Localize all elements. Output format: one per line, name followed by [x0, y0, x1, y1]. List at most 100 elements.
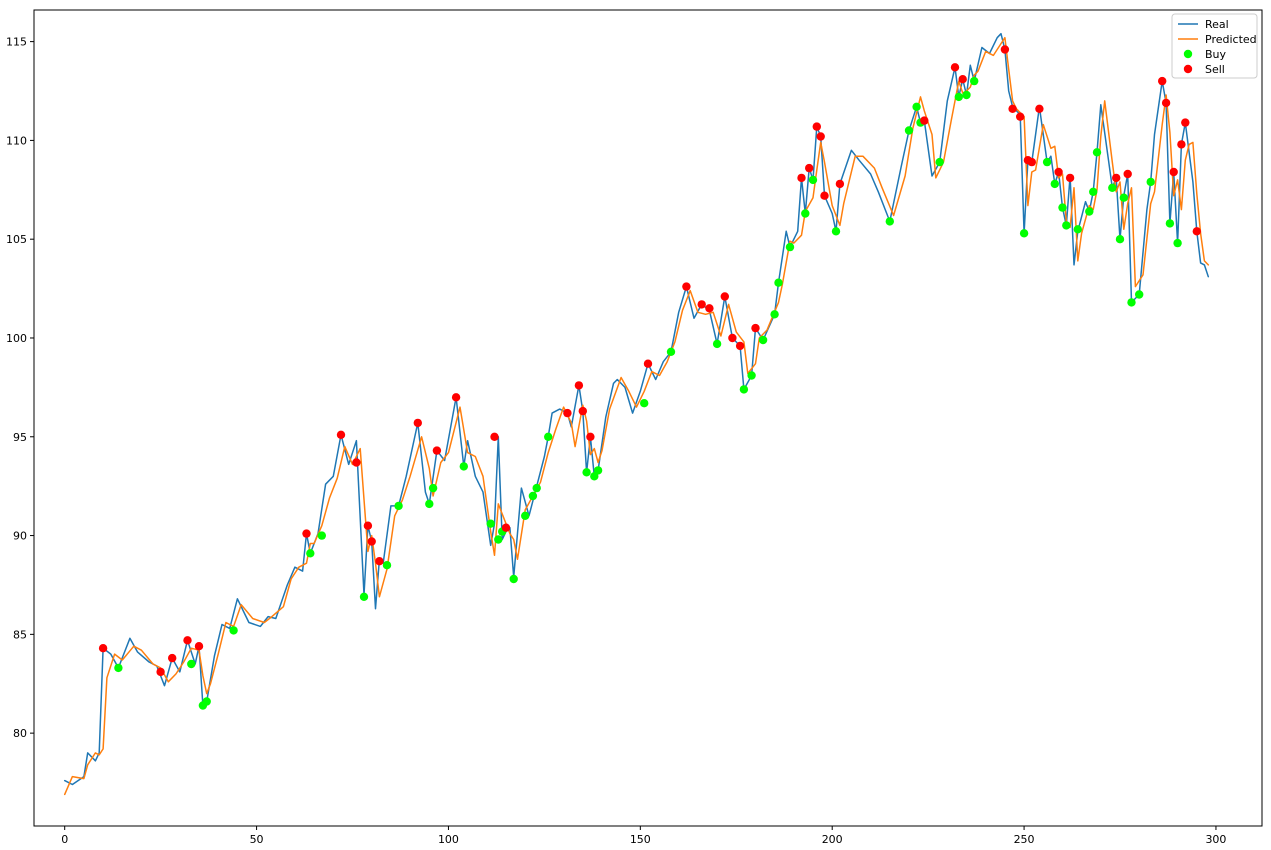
buy-marker	[187, 659, 196, 669]
sell-marker	[1000, 45, 1010, 54]
buy-marker	[885, 217, 894, 226]
legend-label-real: Real	[1205, 18, 1229, 31]
sell-marker	[705, 304, 714, 313]
sell-marker	[682, 282, 691, 291]
buy-marker	[954, 92, 963, 102]
x-tick-label: 300	[1205, 833, 1226, 846]
sell-marker	[1192, 227, 1202, 236]
buy-marker	[1089, 187, 1098, 196]
buy-marker	[1019, 229, 1029, 238]
x-tick-label: 200	[822, 833, 843, 846]
y-tick-label: 90	[13, 530, 27, 543]
sell-marker	[643, 359, 653, 368]
sell-marker	[805, 163, 814, 173]
sell-marker	[578, 406, 587, 416]
buy-marker	[1119, 193, 1129, 202]
sell-marker	[168, 653, 177, 663]
buy-marker	[509, 574, 518, 584]
sell-marker	[501, 523, 511, 532]
sell-marker	[413, 418, 422, 428]
buy-marker	[1092, 148, 1102, 157]
sell-marker	[728, 333, 737, 343]
buy-marker	[666, 347, 676, 356]
sell-marker	[751, 323, 760, 333]
sell-marker	[720, 292, 729, 301]
legend-label-buy: Buy	[1205, 48, 1227, 61]
buy-marker	[1146, 177, 1155, 187]
y-tick-label: 85	[13, 628, 27, 641]
x-axis: 0 50 100 150 200 250 300	[61, 826, 1226, 846]
sell-marker	[1161, 98, 1171, 108]
sell-marker	[432, 446, 442, 455]
y-tick-label: 110	[6, 134, 27, 147]
buy-marker	[582, 468, 591, 477]
buy-marker	[544, 432, 553, 441]
x-tick-label: 50	[250, 833, 264, 846]
buy-marker	[382, 561, 392, 570]
y-tick-label: 100	[6, 332, 27, 345]
sell-marker	[302, 529, 311, 538]
sell-marker	[735, 341, 745, 351]
buy-marker	[1062, 221, 1071, 230]
sell-marker	[812, 122, 821, 131]
sell-marker	[835, 179, 845, 189]
buy-marker	[1050, 179, 1060, 189]
y-axis: 80 85 90 95 100 105 110 115	[6, 36, 34, 740]
buy-marker	[528, 491, 538, 501]
buy-marker	[202, 697, 211, 706]
buy-marker	[1058, 203, 1067, 212]
sell-marker	[1123, 169, 1132, 179]
buy-marker	[970, 76, 979, 86]
sell-marker	[363, 521, 373, 530]
y-tick-label: 105	[6, 233, 27, 246]
buy-marker	[774, 278, 783, 287]
buy-marker	[394, 501, 403, 511]
buy-marker	[486, 519, 495, 528]
buy-marker	[306, 549, 315, 558]
buy-marker	[229, 626, 238, 635]
buy-marker	[317, 531, 326, 540]
buy-marker	[785, 242, 795, 252]
sell-marker	[1112, 173, 1121, 183]
buy-marker	[1115, 235, 1125, 244]
y-tick-label: 115	[6, 36, 27, 49]
sell-marker	[367, 537, 376, 546]
buy-marker	[1073, 225, 1083, 234]
buy-marker	[758, 335, 768, 345]
buy-marker	[808, 175, 818, 185]
buy-marker	[359, 592, 369, 601]
buy-marker	[521, 511, 530, 520]
sell-marker	[375, 557, 384, 566]
sell-marker	[920, 116, 929, 125]
buy-marker	[1127, 298, 1136, 307]
buy-marker	[494, 535, 503, 544]
buy-marker	[1108, 183, 1117, 192]
sell-marker	[816, 132, 825, 141]
sell-marker	[563, 408, 572, 418]
sell-marker	[950, 63, 960, 72]
legend-label-predicted: Predicted	[1205, 33, 1257, 46]
x-tick-label: 100	[438, 833, 459, 846]
sell-marker	[1016, 112, 1025, 121]
sell-marker	[490, 432, 499, 441]
sell-marker	[797, 173, 806, 183]
buy-marker	[593, 466, 603, 475]
buy-marker	[1085, 207, 1094, 216]
sell-marker	[574, 381, 584, 390]
buy-marker	[962, 90, 971, 100]
series-line-predicted	[63, 36, 1210, 796]
buy-marker	[739, 385, 749, 394]
buy-marker	[640, 399, 649, 408]
x-tick-label: 150	[630, 833, 651, 846]
sell-marker	[586, 432, 595, 441]
sell-marker	[1169, 167, 1178, 177]
x-tick-label: 0	[61, 833, 68, 846]
buy-marker	[801, 209, 810, 218]
axes-frame	[33, 9, 1263, 827]
sell-marker	[98, 644, 108, 653]
legend-swatch-sell	[1183, 64, 1193, 74]
buy-marker	[747, 371, 756, 380]
buy-marker	[904, 126, 914, 135]
sell-marker	[820, 191, 829, 200]
